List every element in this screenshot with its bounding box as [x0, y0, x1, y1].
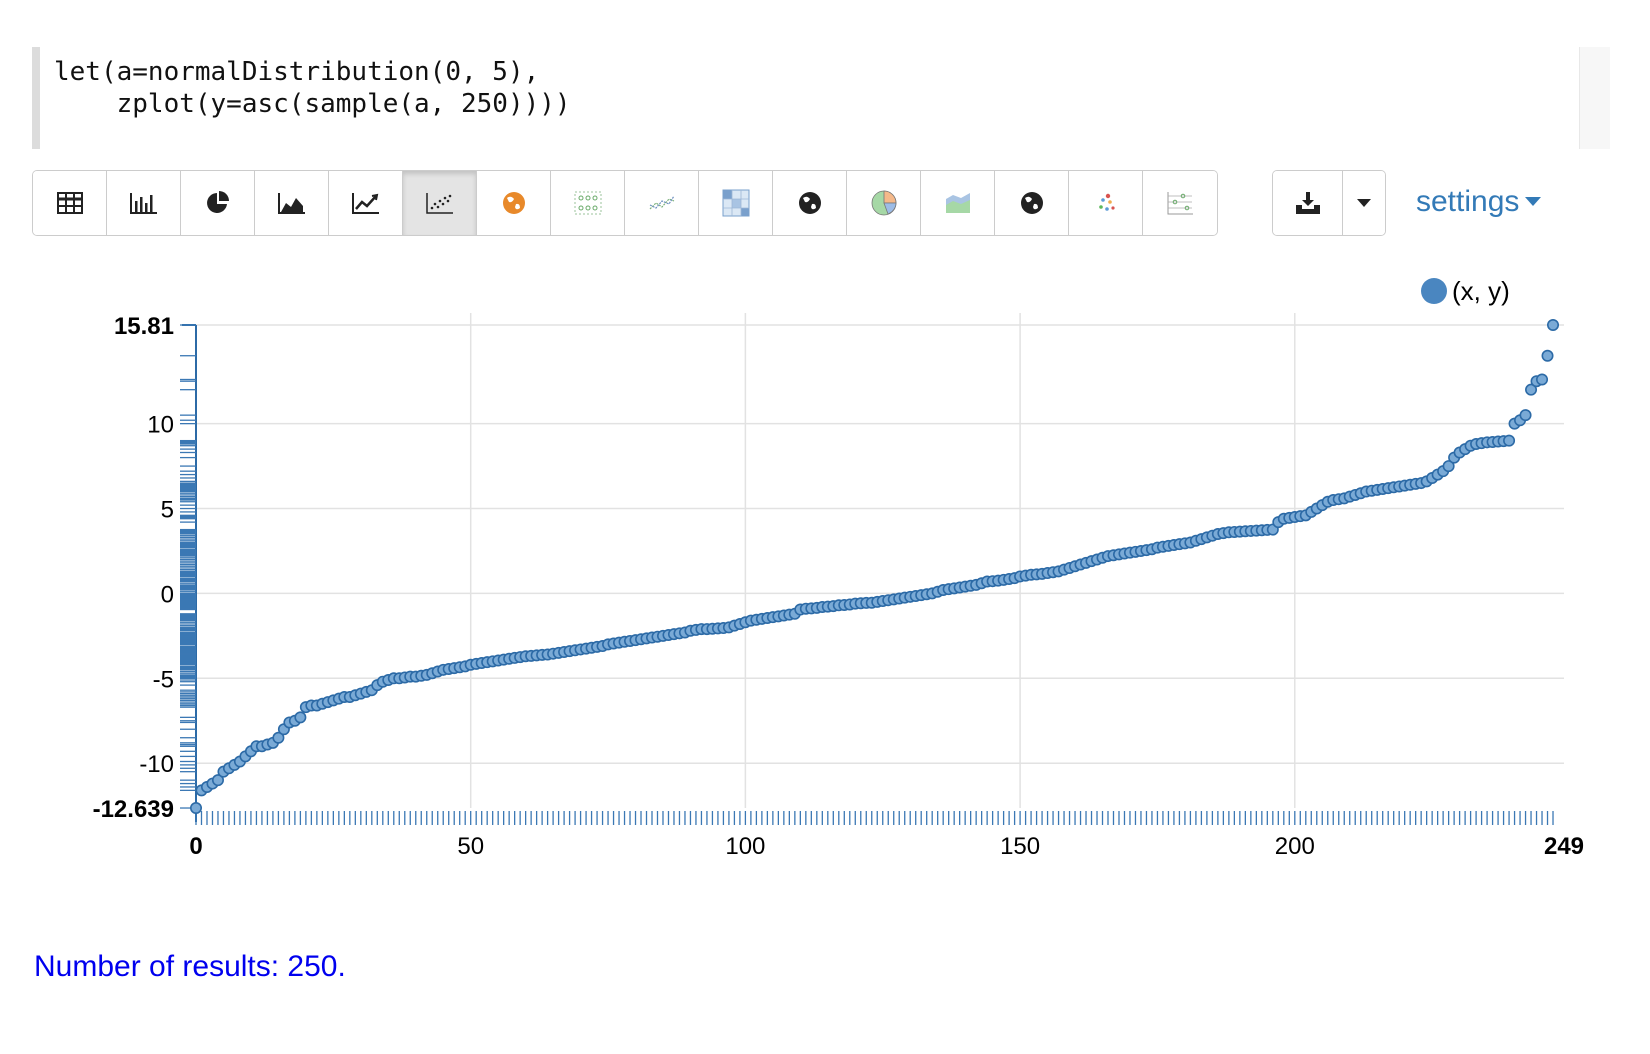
line-chart-icon [351, 193, 379, 214]
bar-chart-button[interactable] [107, 171, 181, 235]
data-point [1525, 383, 1538, 396]
parallel-coords-button[interactable] [1143, 171, 1217, 235]
world-map-2-button[interactable] [995, 171, 1069, 235]
code-editor[interactable]: let(a=normalDistribution(0, 5), zplot(y=… [32, 47, 1610, 149]
table-view-button[interactable] [33, 171, 107, 235]
legend-marker [1421, 278, 1447, 304]
table-icon [56, 192, 83, 214]
chart-legend: (x, y) [1421, 276, 1510, 306]
world-map-2-icon [1020, 192, 1043, 214]
x-min-label: 0 [189, 833, 202, 860]
pie-chart-icon [206, 191, 229, 213]
y-tick-label: 5 [161, 497, 174, 524]
y-tick-label: 10 [147, 412, 174, 439]
data-point [1503, 434, 1516, 447]
scatter-chart-icon [425, 193, 453, 214]
bar-chart-icon [129, 193, 157, 214]
data-point [1519, 409, 1532, 422]
scatter-chart-button[interactable] [403, 171, 477, 235]
data-point [190, 802, 203, 815]
pie-chart-button[interactable] [181, 171, 255, 235]
download-icon [1295, 192, 1320, 214]
x-tick-label: 150 [1000, 833, 1040, 860]
parallel-coords-icon [1167, 192, 1193, 215]
globe-button[interactable] [477, 171, 551, 235]
legend-label: (x, y) [1452, 276, 1510, 306]
result-count: Number of results: 250. [34, 950, 346, 983]
bubble-grid-icon [574, 191, 601, 215]
data-point [211, 774, 224, 787]
heatmap-button[interactable] [699, 171, 773, 235]
cluster-scatter-icon [1098, 193, 1115, 211]
settings-dropdown[interactable]: settings [1416, 185, 1542, 219]
data-point [294, 711, 307, 724]
pie-color-icon [871, 190, 896, 216]
download-button[interactable] [1273, 171, 1343, 235]
bubble-grid-button[interactable] [551, 171, 625, 235]
world-map-button[interactable] [773, 171, 847, 235]
settings-label: settings [1416, 185, 1520, 218]
chart-rug-marks [180, 324, 1554, 825]
heatmap-icon [722, 189, 749, 217]
x-tick-label: 200 [1275, 833, 1315, 860]
world-map-icon [798, 192, 821, 214]
area-chart-button[interactable] [255, 171, 329, 235]
settings-caret-icon [1525, 196, 1542, 206]
pie-color-button[interactable] [847, 171, 921, 235]
chart-points [190, 319, 1560, 815]
x-tick-label: 100 [725, 833, 765, 860]
chart-grid [196, 313, 1564, 808]
cluster-scatter-button[interactable] [1069, 171, 1143, 235]
visualization-toolbar [32, 170, 1218, 236]
download-dropdown-button[interactable] [1343, 171, 1385, 235]
y-tick-label: 0 [161, 581, 174, 608]
multi-line-icon [649, 195, 675, 210]
data-point [1541, 349, 1554, 362]
download-group [1272, 170, 1386, 236]
multi-line-button[interactable] [625, 171, 699, 235]
y-min-label: -12.639 [93, 796, 174, 823]
globe-orange-icon [502, 192, 525, 214]
y-max-label: 15.81 [114, 313, 174, 340]
line-chart-button[interactable] [329, 171, 403, 235]
x-max-label: 249 [1544, 833, 1584, 860]
code-line-2: zplot(y=asc(sample(a, 250)))) [54, 89, 571, 119]
x-tick-label: 50 [457, 833, 484, 860]
y-tick-label: -5 [153, 666, 174, 693]
data-point [1536, 373, 1549, 386]
stacked-area-icon [945, 193, 970, 213]
area-chart-icon [277, 193, 305, 214]
y-tick-label: -10 [139, 751, 174, 778]
stacked-area-button[interactable] [921, 171, 995, 235]
caret-down-icon [1357, 199, 1371, 207]
data-point [1442, 460, 1455, 473]
data-point [272, 731, 285, 744]
data-point [1547, 319, 1560, 332]
editor-scrollbar[interactable] [1579, 47, 1610, 149]
code-line-1: let(a=normalDistribution(0, 5), [54, 57, 540, 87]
